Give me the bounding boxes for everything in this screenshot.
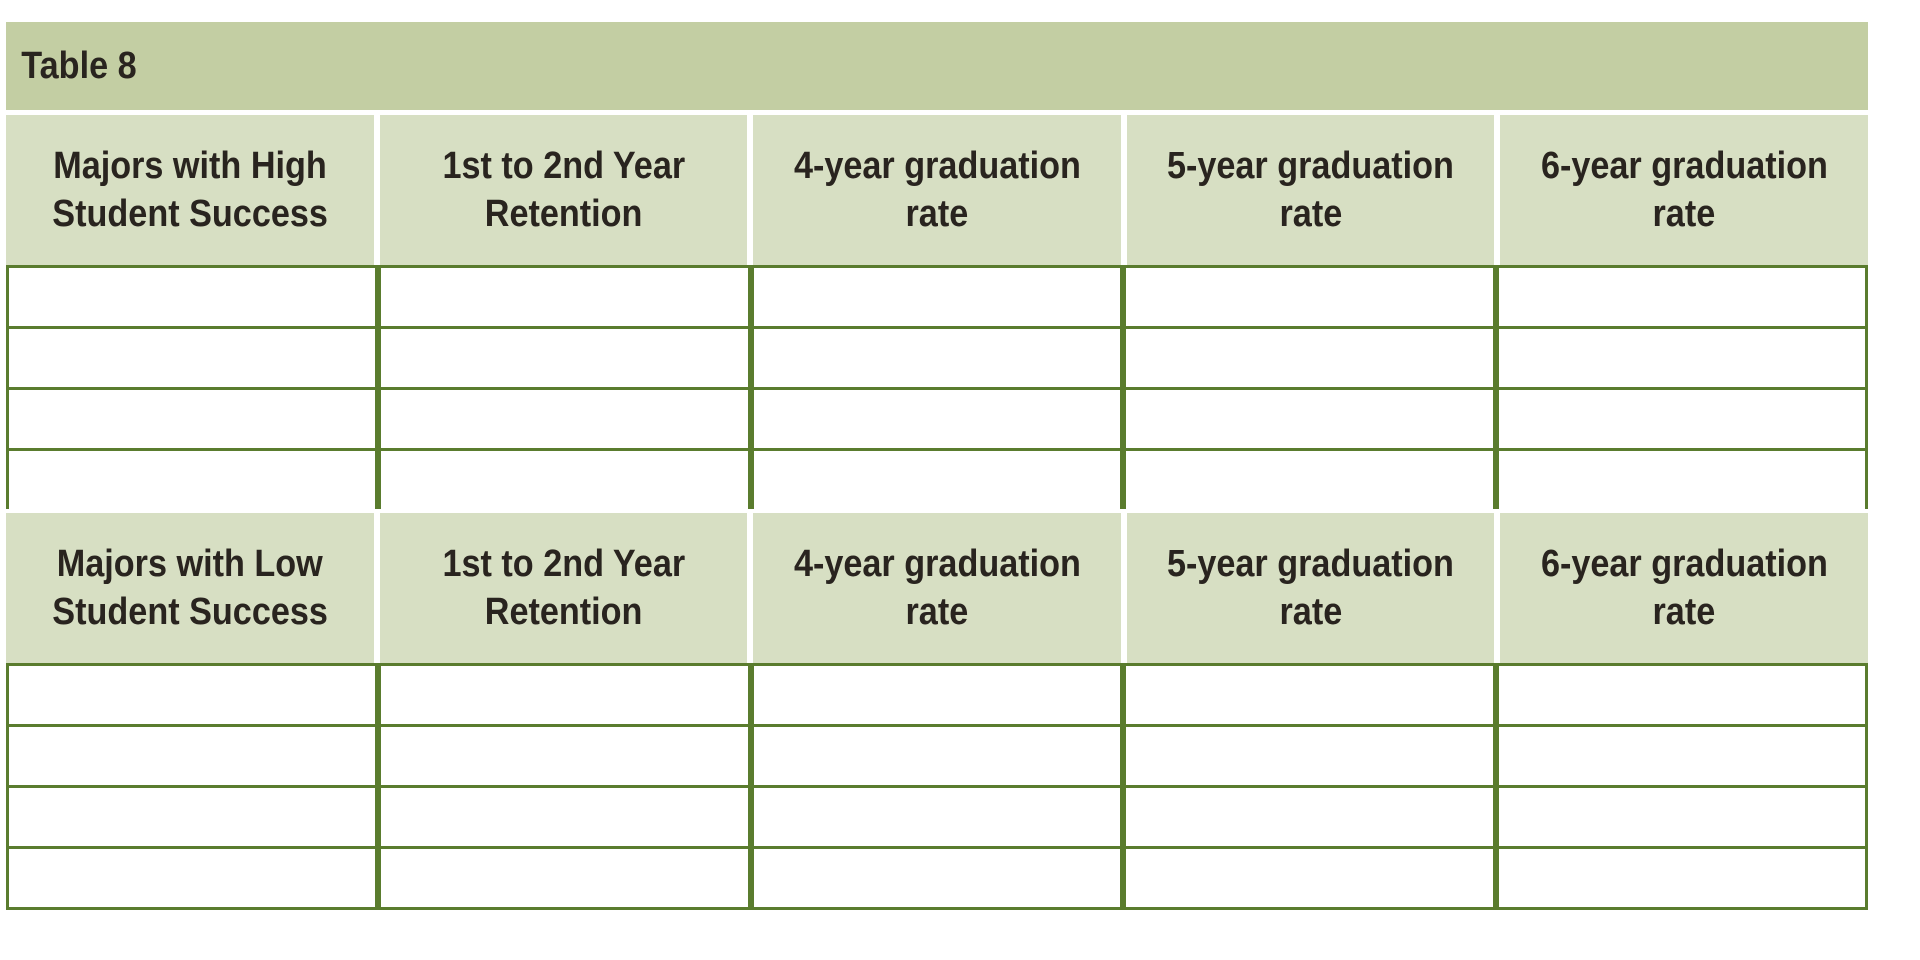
- header-label-line1: 6-year graduation: [1540, 145, 1828, 187]
- header-label-line2: rate: [1652, 591, 1716, 633]
- table-cell: [1498, 390, 1865, 448]
- table-cell: [381, 329, 748, 387]
- header-label-line1: 6-year graduation: [1540, 543, 1828, 585]
- table-cell: [1126, 666, 1493, 724]
- header-label-line1: 4-year graduation: [793, 145, 1081, 187]
- header-cell-5yr-grad: 5-year graduation rate: [1126, 513, 1495, 663]
- table-cell: [9, 390, 376, 448]
- table-cell: [1498, 849, 1865, 907]
- table-cell: [1498, 451, 1865, 509]
- table-cell: [1126, 268, 1493, 326]
- table-cell: [1498, 268, 1865, 326]
- rows-low-success: [6, 663, 1868, 910]
- header-label-line2: rate: [1652, 193, 1716, 235]
- header-label-line2: rate: [1279, 193, 1342, 235]
- header-cell-6yr-grad: 6-year graduation rate: [1500, 115, 1868, 265]
- header-cell-4yr-grad: 4-year graduation rate: [753, 115, 1121, 265]
- table-cell: [1126, 849, 1493, 907]
- table-title: Table 8: [21, 44, 137, 87]
- header-label-line1: Majors with Low: [56, 543, 323, 585]
- header-label-line2: Retention: [484, 193, 643, 235]
- table-cell: [9, 788, 376, 846]
- table-cell: [753, 727, 1121, 785]
- header-cell-4yr-grad: 4-year graduation rate: [753, 513, 1121, 663]
- header-cell-5yr-grad: 5-year graduation rate: [1126, 115, 1495, 265]
- table-cell: [381, 268, 748, 326]
- table-cell: [381, 451, 748, 509]
- table-cell: [9, 268, 376, 326]
- table-cell: [9, 329, 376, 387]
- table-cell: [1498, 666, 1865, 724]
- header-label-line1: 5-year graduation: [1167, 543, 1455, 585]
- header-label-line1: 5-year graduation: [1167, 145, 1455, 187]
- table-cell: [9, 849, 376, 907]
- table-cell: [753, 788, 1121, 846]
- table-8: Table 8 Majors with High Student Success…: [6, 22, 1868, 910]
- header-cell-majors-high: Majors with High Student Success: [6, 115, 374, 265]
- rows-high-success: [6, 265, 1868, 509]
- header-label-line1: Majors with High: [52, 145, 327, 187]
- table-cell: [381, 390, 748, 448]
- table-cell: [381, 666, 748, 724]
- header-row-high-success: Majors with High Student Success 1st to …: [6, 115, 1868, 265]
- table-cell: [753, 268, 1121, 326]
- table-cell: [1126, 390, 1493, 448]
- table-cell: [1126, 451, 1493, 509]
- table-cell: [1126, 329, 1493, 387]
- table-cell: [1498, 727, 1865, 785]
- header-label-line2: rate: [905, 193, 969, 235]
- header-label-line1: 1st to 2nd Year: [442, 145, 685, 187]
- table-cell: [753, 390, 1121, 448]
- table-cell: [1126, 727, 1493, 785]
- header-cell-retention: 1st to 2nd Year Retention: [379, 513, 748, 663]
- header-cell-retention: 1st to 2nd Year Retention: [379, 115, 748, 265]
- header-label-line2: Retention: [484, 591, 643, 633]
- table-cell: [381, 727, 748, 785]
- table-cell: [753, 666, 1121, 724]
- table-title-band: Table 8: [6, 22, 1868, 110]
- table-cell: [1126, 788, 1493, 846]
- table-cell: [753, 329, 1121, 387]
- header-label-line2: rate: [1279, 591, 1342, 633]
- table-cell: [381, 788, 748, 846]
- table-cell: [9, 666, 376, 724]
- table-cell: [753, 451, 1121, 509]
- table-cell: [9, 451, 376, 509]
- header-label-line1: 1st to 2nd Year: [442, 543, 685, 585]
- header-label-line1: 4-year graduation: [793, 543, 1081, 585]
- header-cell-6yr-grad: 6-year graduation rate: [1500, 513, 1868, 663]
- header-cell-majors-low: Majors with Low Student Success: [6, 513, 374, 663]
- header-label-line2: Student Success: [51, 591, 328, 633]
- header-row-low-success: Majors with Low Student Success 1st to 2…: [6, 513, 1868, 663]
- table-cell: [1498, 788, 1865, 846]
- table-cell: [381, 849, 748, 907]
- table-cell: [753, 849, 1121, 907]
- table-cell: [9, 727, 376, 785]
- header-label-line2: Student Success: [51, 193, 328, 235]
- header-label-line2: rate: [905, 591, 969, 633]
- table-cell: [1498, 329, 1865, 387]
